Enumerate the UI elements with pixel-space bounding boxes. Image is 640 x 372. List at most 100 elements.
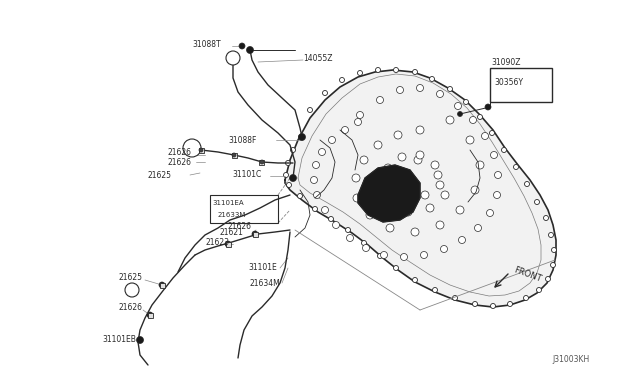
Bar: [232, 153, 237, 157]
Circle shape: [381, 251, 387, 259]
Circle shape: [525, 182, 529, 186]
Circle shape: [414, 156, 422, 164]
Circle shape: [543, 215, 548, 221]
Bar: [253, 231, 257, 237]
Circle shape: [416, 126, 424, 134]
Circle shape: [493, 192, 500, 199]
Circle shape: [476, 161, 484, 169]
Text: 31101EB: 31101EB: [102, 336, 136, 344]
Text: 21621: 21621: [220, 228, 244, 237]
Text: 31088T: 31088T: [192, 39, 221, 48]
Circle shape: [147, 312, 153, 318]
Circle shape: [472, 301, 477, 307]
Circle shape: [447, 87, 452, 92]
Text: 31090Z: 31090Z: [491, 58, 520, 67]
Circle shape: [232, 153, 236, 157]
Circle shape: [429, 77, 435, 81]
Circle shape: [321, 206, 328, 214]
Circle shape: [524, 295, 529, 301]
Circle shape: [312, 206, 317, 212]
Text: J31003KH: J31003KH: [553, 356, 590, 365]
Circle shape: [374, 141, 382, 149]
Circle shape: [366, 211, 374, 219]
Circle shape: [534, 199, 540, 205]
Text: 31088F: 31088F: [228, 135, 257, 144]
Circle shape: [458, 237, 465, 244]
Circle shape: [550, 263, 556, 267]
Circle shape: [436, 181, 444, 189]
Circle shape: [358, 71, 362, 76]
Circle shape: [252, 231, 258, 237]
Circle shape: [394, 266, 399, 270]
Polygon shape: [358, 165, 420, 222]
Circle shape: [486, 209, 493, 217]
Text: 21625: 21625: [118, 273, 142, 282]
Circle shape: [495, 171, 502, 179]
Bar: [147, 312, 152, 317]
Text: 21626: 21626: [228, 221, 252, 231]
Circle shape: [360, 156, 368, 164]
Circle shape: [490, 131, 495, 135]
Circle shape: [466, 136, 474, 144]
Circle shape: [353, 194, 361, 202]
Bar: [198, 148, 204, 153]
Circle shape: [411, 228, 419, 236]
Text: 31101C: 31101C: [232, 170, 261, 179]
Circle shape: [513, 164, 518, 170]
Circle shape: [433, 288, 438, 292]
Circle shape: [352, 174, 360, 182]
Circle shape: [291, 148, 296, 153]
Circle shape: [339, 77, 344, 83]
Bar: [490, 68, 552, 102]
Text: 21626: 21626: [118, 304, 142, 312]
Circle shape: [458, 112, 463, 116]
Circle shape: [441, 191, 449, 199]
Circle shape: [485, 104, 491, 110]
Circle shape: [452, 295, 458, 301]
Circle shape: [319, 148, 326, 155]
Circle shape: [463, 99, 468, 105]
Circle shape: [502, 148, 506, 153]
Circle shape: [431, 161, 439, 169]
Circle shape: [388, 198, 396, 206]
Circle shape: [386, 224, 394, 232]
Circle shape: [474, 224, 481, 231]
Circle shape: [239, 43, 245, 49]
Circle shape: [284, 173, 289, 177]
Circle shape: [404, 208, 412, 216]
Circle shape: [346, 234, 353, 241]
Circle shape: [310, 176, 317, 183]
Circle shape: [436, 90, 444, 97]
Circle shape: [413, 70, 417, 74]
Text: 30356Y: 30356Y: [494, 77, 523, 87]
Text: 14055Z: 14055Z: [303, 54, 333, 62]
Circle shape: [471, 186, 479, 194]
Circle shape: [346, 228, 351, 232]
Circle shape: [226, 51, 240, 65]
Circle shape: [394, 67, 399, 73]
Circle shape: [420, 251, 428, 259]
Circle shape: [323, 90, 328, 96]
Circle shape: [307, 108, 312, 112]
Text: 21633M: 21633M: [218, 212, 246, 218]
Circle shape: [125, 283, 139, 297]
Circle shape: [552, 247, 557, 253]
Circle shape: [536, 288, 541, 292]
Circle shape: [545, 276, 550, 282]
Circle shape: [246, 46, 253, 54]
Circle shape: [397, 87, 403, 93]
Circle shape: [416, 151, 424, 159]
Circle shape: [136, 337, 143, 343]
Bar: [159, 282, 164, 288]
Circle shape: [328, 137, 335, 144]
Circle shape: [289, 174, 296, 182]
Circle shape: [481, 132, 488, 140]
Circle shape: [548, 232, 554, 237]
Circle shape: [417, 84, 424, 92]
Circle shape: [333, 221, 339, 228]
Circle shape: [314, 192, 321, 199]
Circle shape: [446, 116, 454, 124]
Circle shape: [199, 148, 203, 152]
Circle shape: [434, 171, 442, 179]
Circle shape: [413, 278, 417, 282]
